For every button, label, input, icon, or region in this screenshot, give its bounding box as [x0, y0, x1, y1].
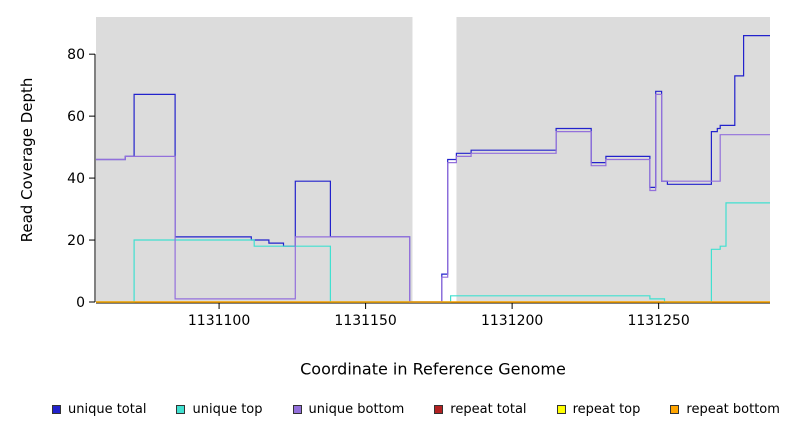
- series-line-unique-top: [96, 202, 770, 303]
- legend-item-repeat-bottom: repeat bottom: [670, 402, 780, 417]
- legend-swatch-repeat-top: [556, 404, 566, 414]
- x-tick-label: 1131200: [481, 313, 543, 329]
- legend-label-repeat-bottom: repeat bottom: [686, 401, 780, 417]
- x-tick-label: 1131150: [334, 313, 396, 329]
- y-tick-label: 60: [67, 109, 85, 125]
- y-tick-label: 0: [76, 295, 85, 311]
- legend-item-unique-top: unique top: [176, 401, 263, 417]
- legend-swatch-repeat-total: [434, 404, 444, 414]
- legend-label-repeat-total: repeat total: [450, 401, 527, 417]
- legend: unique total unique top unique bottom re…: [0, 399, 792, 419]
- x-tick-label: 1131100: [188, 313, 250, 329]
- legend-label-unique-top: unique top: [192, 401, 263, 417]
- x-tick-label: 1131250: [627, 313, 689, 329]
- legend-item-repeat-top: repeat top: [556, 401, 641, 417]
- legend-swatch-unique-total: [52, 404, 61, 414]
- series-line-unique-bottom: [96, 93, 770, 303]
- legend-label-unique-bottom: unique bottom: [308, 401, 405, 417]
- legend-item-unique-total: unique total: [52, 402, 146, 417]
- legend-swatch-repeat-bottom: [670, 404, 680, 414]
- legend-swatch-unique-bottom: [292, 404, 302, 414]
- x-axis-title: Coordinate in Reference Genome: [300, 359, 566, 379]
- y-tick-label: 20: [67, 233, 85, 249]
- plot-canvas: 1131100 1131150 1131200 1131250 0 20 40 60 80: [67, 17, 770, 329]
- legend-swatch-unique-top: [176, 404, 186, 414]
- legend-label-unique-total: unique total: [68, 401, 147, 417]
- legend-label-repeat-top: repeat top: [572, 401, 641, 417]
- series-line-unique-total: [96, 35, 770, 303]
- y-tick-label: 80: [67, 47, 85, 63]
- legend-item-unique-bottom: unique bottom: [292, 401, 405, 417]
- y-axis-title: Read Coverage Depth: [18, 77, 36, 243]
- legend-item-repeat-total: repeat total: [434, 401, 527, 417]
- y-tick-label: 40: [67, 171, 85, 187]
